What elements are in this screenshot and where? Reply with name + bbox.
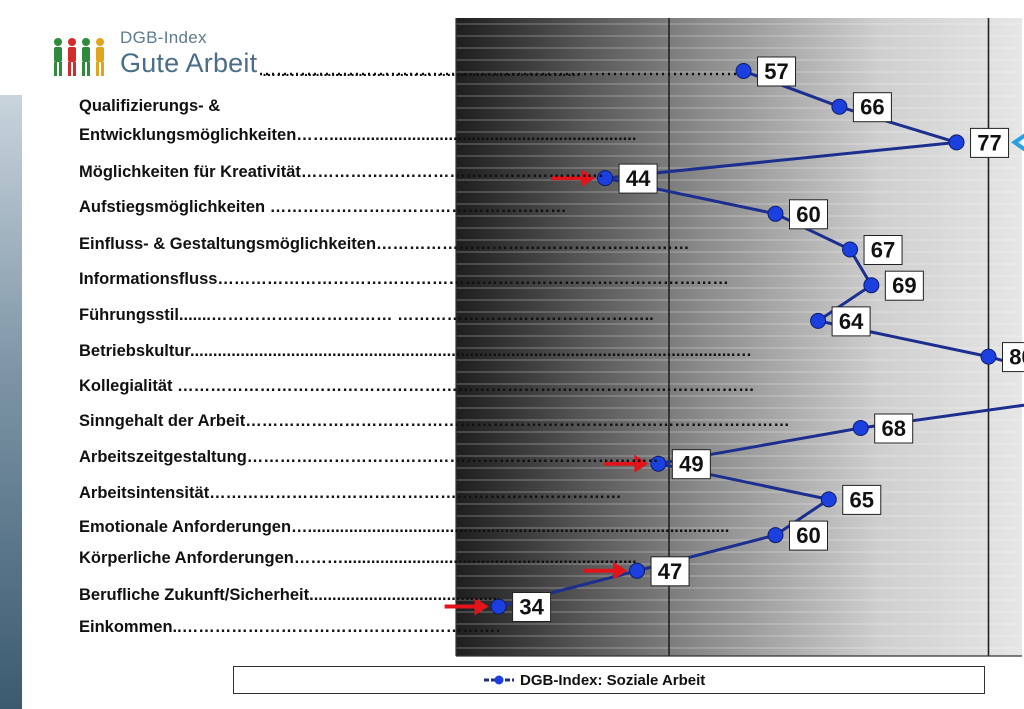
category-label: Qualifizierungs- & <box>79 97 221 115</box>
data-point <box>863 277 880 294</box>
data-label-box <box>512 592 552 622</box>
brand-title-line1: DGB-Index <box>120 28 207 47</box>
legend: DGB-Index: Soziale Arbeit <box>233 666 985 694</box>
data-label-box <box>1002 342 1024 373</box>
data-label: 67 <box>871 238 895 263</box>
data-label: 44 <box>626 166 651 191</box>
people-figures-logo-icon <box>54 38 104 76</box>
data-label: 60 <box>796 523 820 548</box>
category-label: Arbeitsintensität……………………………………………………………… <box>79 484 622 502</box>
category-label: Einkommen..……………………………………………………… <box>79 618 499 636</box>
data-label: 69 <box>892 273 916 298</box>
data-label: 66 <box>860 95 884 120</box>
category-label: Einfluss- & Gestaltungsmöglichkeiten…………… <box>79 235 690 253</box>
data-point <box>767 527 784 544</box>
category-label: Entwicklungsmöglichkeiten…….............… <box>79 126 637 144</box>
data-label: 60 <box>796 202 820 227</box>
data-label: 65 <box>850 487 874 512</box>
category-label: Aufstiegsmöglichkeiten ……………………………………………… <box>79 198 567 216</box>
data-label-box <box>852 92 892 123</box>
blue-arrow-head-icon <box>1011 133 1024 152</box>
plot-area <box>456 18 1022 656</box>
data-label-box <box>671 449 711 480</box>
data-label-box <box>884 270 924 301</box>
data-label: 34 <box>519 595 544 620</box>
data-label: 64 <box>839 309 864 334</box>
category-label: Arbeitszeitgestaltung………….……………………………………… <box>79 448 659 466</box>
data-point <box>842 241 859 258</box>
data-point <box>767 205 784 222</box>
data-label-box <box>970 127 1010 158</box>
legend-label: DGB-Index: Soziale Arbeit <box>520 672 706 689</box>
red-arrow-head-icon <box>474 597 489 616</box>
red-arrow-head-icon <box>581 169 596 188</box>
data-point <box>948 134 965 151</box>
top-leader-dots: ………...............………………….............……… <box>262 63 581 79</box>
data-label: 77 <box>977 130 1001 155</box>
data-label: 49 <box>679 452 703 477</box>
data-label: 47 <box>658 559 682 584</box>
category-label: Informationsfluss……………………………………………………………… <box>79 270 729 288</box>
data-label-box <box>842 484 882 515</box>
category-label: Kollegialität ……………………………………………………………………… <box>79 377 755 395</box>
category-label: Führungsstil.......…………………………… ………………………… <box>79 306 654 324</box>
legend-series-marker <box>484 675 514 685</box>
data-label-box <box>650 556 690 587</box>
data-point <box>810 312 827 329</box>
category-label: Sinngehalt der Arbeit…………………………………………………… <box>79 412 790 430</box>
data-label-box <box>831 306 871 337</box>
data-label: 80 <box>1009 345 1024 370</box>
data-label: 57 <box>764 59 788 84</box>
data-point <box>735 63 752 79</box>
data-label-box <box>757 56 797 87</box>
data-point <box>852 420 869 436</box>
data-label-box <box>863 235 903 265</box>
red-arrow-head-icon <box>634 454 649 473</box>
data-label-box <box>874 413 914 444</box>
brand-logo: DGB-Index Gute Arbeit <box>52 26 292 86</box>
sidebar-gradient-bar <box>0 95 22 709</box>
data-label: 68 <box>881 416 905 441</box>
data-point <box>820 491 837 508</box>
series-line <box>498 69 1024 608</box>
category-label: Körperliche Anforderungen………............… <box>79 549 637 567</box>
data-label-box <box>789 199 828 230</box>
brand-title-line2: Gute Arbeit <box>120 48 258 78</box>
data-label-box <box>789 520 828 551</box>
category-label: Berufliche Zukunft/Sicherheit...........… <box>79 586 499 604</box>
data-point <box>490 598 507 615</box>
data-point <box>597 170 614 187</box>
data-point <box>980 348 997 365</box>
category-label: Möglichkeiten für Kreativität……………………………… <box>79 163 605 181</box>
data-point <box>650 455 667 472</box>
data-label-box <box>618 163 658 194</box>
red-arrow-head-icon <box>613 561 628 580</box>
data-point <box>831 98 848 115</box>
data-point <box>629 562 646 579</box>
category-label: Betriebskultur..........................… <box>79 342 752 360</box>
category-label: Emotionale Anforderungen…...............… <box>79 518 730 536</box>
